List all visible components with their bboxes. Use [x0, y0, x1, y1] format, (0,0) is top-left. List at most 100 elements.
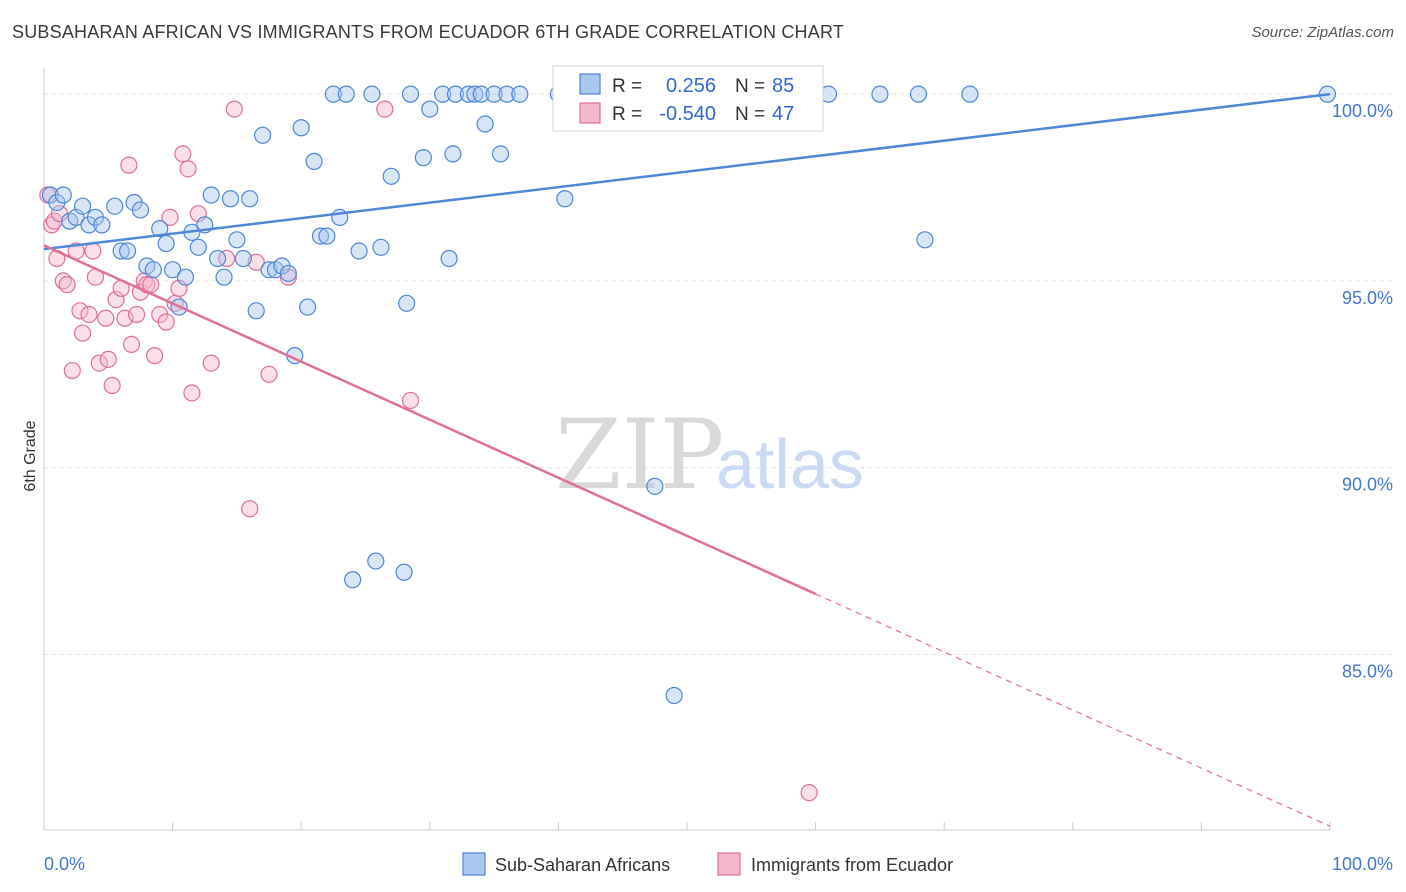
blue-point-36 [279, 264, 297, 283]
blue-point-55 [414, 149, 432, 167]
blue-point-15 [144, 261, 162, 279]
blue-point-81 [909, 85, 928, 103]
pink-point-45 [376, 100, 394, 118]
blue-point-39 [299, 298, 317, 316]
pink-point-23 [127, 305, 146, 324]
blue-point-17 [157, 234, 175, 253]
legend-label-pink: Immigrants from Ecuador [751, 855, 953, 875]
blue-point-75 [665, 686, 683, 705]
pink-point-30 [157, 313, 175, 331]
trendline-blue [43, 92, 1331, 251]
stats-n-value-blue: 85 [772, 75, 794, 97]
pink-point-21 [120, 156, 138, 174]
blue-point-56 [421, 100, 439, 118]
blue-point-67 [498, 85, 516, 103]
blue-point-27 [221, 190, 240, 208]
stats-n-label-blue: N = [735, 76, 765, 97]
blue-point-62 [466, 85, 484, 103]
blue-point-46 [344, 571, 362, 589]
pink-point-17 [103, 376, 121, 395]
pink-point-12 [84, 242, 102, 260]
pink-point-39 [218, 249, 236, 268]
pink-point-28 [145, 347, 164, 365]
blue-point-70 [556, 190, 574, 208]
pink-point-10 [73, 324, 92, 342]
stats-r-value-pink: -0.540 [659, 103, 716, 125]
blue-point-61 [459, 85, 477, 103]
blue-point-38 [292, 119, 310, 137]
gridlines [44, 93, 1393, 655]
pink-point-9 [71, 302, 89, 320]
blue-point-16 [151, 220, 169, 238]
legend-label-blue: Sub-Saharan Africans [495, 855, 670, 875]
watermark: ZIP atlas [555, 399, 864, 511]
stats-r-label-pink: R = [612, 104, 642, 125]
blue-point-13 [131, 201, 150, 219]
pink-point-31 [161, 208, 179, 227]
watermark-zip: ZIP [555, 399, 724, 511]
trendline-pink-dashed [815, 593, 1331, 827]
pink-point-42 [247, 253, 265, 271]
pink-point-40 [225, 100, 243, 118]
blue-point-51 [382, 167, 400, 185]
blue-point-63 [472, 85, 490, 103]
x-tick-label-left: 0.0% [44, 854, 85, 874]
blue-point-40 [305, 152, 323, 170]
legend: Sub-Saharan Africans Immigrants from Ecu… [462, 852, 953, 876]
y-tick-label-2: 90.0% [1342, 475, 1393, 495]
stats-n-value-pink: 47 [772, 103, 794, 125]
blue-point-41 [311, 227, 330, 245]
blue-point-26 [215, 268, 233, 286]
blue-point-60 [446, 85, 465, 103]
pink-point-35 [179, 160, 197, 178]
chart-title: SUBSAHARAN AFRICAN VS IMMIGRANTS FROM EC… [12, 22, 845, 42]
legend-swatch-pink [717, 852, 741, 876]
stats-r-value-blue: 0.256 [666, 75, 716, 97]
stats-n-label-pink: N = [735, 104, 765, 125]
blue-point-30 [241, 190, 259, 208]
pink-point-38 [202, 354, 220, 372]
blue-point-18 [164, 261, 182, 279]
blue-point-58 [440, 249, 458, 268]
blue-point-83 [961, 85, 979, 103]
blue-point-25 [209, 249, 227, 268]
blue-point-64 [476, 115, 494, 133]
axes [43, 68, 1331, 831]
x-tick-label-right: 100.0% [1332, 854, 1393, 874]
blue-point-57 [434, 85, 452, 103]
pink-point-47 [800, 784, 818, 802]
blue-point-22 [189, 238, 207, 256]
source-credit: Source: ZipAtlas.com [1251, 24, 1394, 41]
trendline-pink-solid [43, 244, 817, 596]
pink-point-41 [241, 500, 259, 518]
blue-point-5 [73, 197, 92, 215]
y-tick-labels: 100.0% 95.0% 90.0% 85.0% [1332, 101, 1393, 681]
pink-point-18 [107, 290, 125, 309]
blue-point-66 [491, 145, 510, 163]
legend-item-sub-saharan[interactable]: Sub-Saharan Africans [462, 852, 670, 876]
y-axis-label: 6th Grade [22, 420, 39, 491]
blue-point-54 [401, 85, 420, 103]
blue-point-53 [398, 294, 416, 312]
blue-point-68 [511, 85, 529, 103]
blue-point-43 [324, 85, 342, 103]
legend-item-ecuador[interactable]: Immigrants from Ecuador [717, 852, 953, 876]
blue-point-2 [54, 186, 72, 204]
blue-point-28 [228, 231, 246, 249]
pink-series-points [39, 100, 818, 802]
legend-swatch-blue [462, 852, 486, 876]
blue-point-80 [871, 85, 889, 103]
pink-point-15 [97, 309, 115, 327]
pink-point-7 [63, 361, 81, 380]
blue-point-10 [112, 242, 130, 260]
blue-point-82 [916, 231, 934, 249]
blue-point-59 [444, 145, 462, 163]
pink-point-34 [174, 145, 192, 163]
stats-swatch-blue [579, 73, 601, 95]
watermark-atlas: atlas [716, 425, 864, 503]
y-tick-label-3: 85.0% [1342, 661, 1393, 681]
blue-point-20 [176, 268, 195, 286]
blue-point-47 [350, 242, 368, 260]
y-tick-label-1: 95.0% [1342, 288, 1393, 308]
stats-box: R = 0.256 N = 85 R = -0.540 N = 47 [552, 65, 824, 132]
